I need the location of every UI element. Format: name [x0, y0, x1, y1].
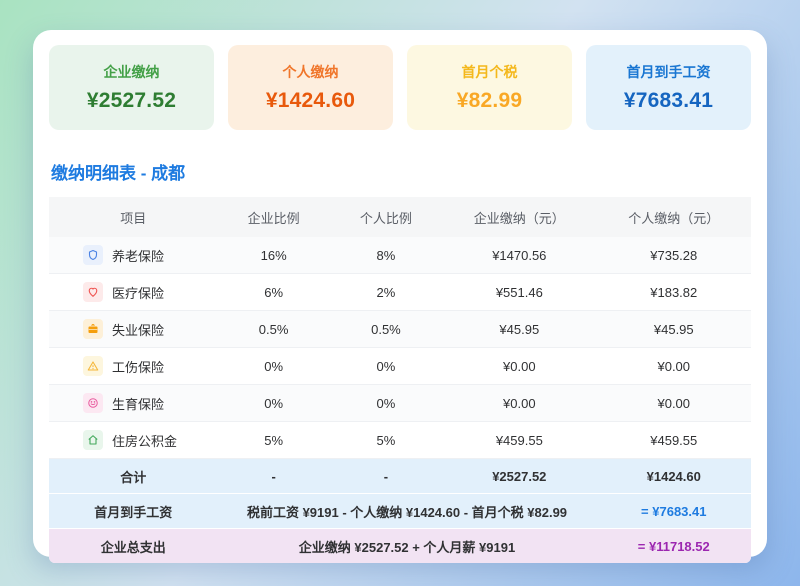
- card-label: 个人缴纳: [282, 64, 339, 80]
- total-row: 合计 - - ¥2527.52 ¥1424.60: [49, 458, 751, 494]
- table-header-row: 项目 企业比例 个人比例 企业缴纳（元） 个人缴纳（元）: [49, 197, 751, 237]
- briefcase-icon: [83, 319, 103, 339]
- corp-rate-cell: 0%: [217, 384, 330, 422]
- total-personal-amount: ¥1424.60: [596, 458, 751, 494]
- insurance-name: 生育保险: [112, 396, 165, 412]
- corp-amount-cell: ¥459.55: [442, 421, 597, 459]
- corp-amount-cell: ¥45.95: [442, 310, 597, 348]
- smiley-face-icon: [83, 393, 103, 413]
- takehome-label: 首月到手工资: [49, 493, 218, 529]
- personal-rate-cell: 8%: [329, 237, 443, 274]
- card-label: 首月个税: [461, 64, 518, 80]
- total-label: 合计: [49, 458, 218, 494]
- personal-amount-cell: ¥735.28: [596, 237, 751, 274]
- corp-rate-cell: 16%: [217, 237, 330, 274]
- expense-formula: 企业缴纳 ¥2527.52 + 个人月薪 ¥9191: [217, 528, 597, 563]
- card-label: 企业缴纳: [103, 64, 160, 80]
- heart-icon: [83, 282, 103, 302]
- personal-amount-cell: ¥183.82: [596, 273, 751, 311]
- card-personal-contribution: 个人缴纳 ¥1424.60: [228, 45, 393, 130]
- header-personal-rate: 个人比例: [329, 197, 443, 237]
- results-panel: 企业缴纳 ¥2527.52 个人缴纳 ¥1424.60 首月个税 ¥82.99 …: [33, 30, 767, 563]
- corp-rate-cell: 6%: [217, 273, 330, 311]
- card-value: ¥1424.60: [265, 89, 356, 112]
- header-corp-rate: 企业比例: [217, 197, 330, 237]
- contribution-detail-table: 项目 企业比例 个人比例 企业缴纳（元） 个人缴纳（元） 养老保险 16% 8%…: [49, 197, 751, 563]
- table-row: 医疗保险 6% 2% ¥551.46 ¥183.82: [49, 273, 751, 311]
- card-value: ¥2527.52: [86, 89, 177, 112]
- personal-amount-cell: ¥0.00: [596, 347, 751, 385]
- home-icon: [83, 430, 103, 450]
- corp-rate-cell: 5%: [217, 421, 330, 459]
- personal-rate-cell: 0%: [329, 384, 443, 422]
- card-first-month-tax: 首月个税 ¥82.99: [407, 45, 572, 130]
- personal-amount-cell: ¥459.55: [596, 421, 751, 459]
- table-row: 养老保险 16% 8% ¥1470.56 ¥735.28: [49, 237, 751, 274]
- expense-result: = ¥11718.52: [596, 528, 751, 563]
- total-personal-rate: -: [329, 458, 443, 494]
- table-row: 工伤保险 0% 0% ¥0.00 ¥0.00: [49, 347, 751, 385]
- corp-rate-cell: 0.5%: [217, 310, 330, 348]
- card-corporate-contribution: 企业缴纳 ¥2527.52: [49, 45, 214, 130]
- takehome-result: = ¥7683.41: [596, 493, 751, 529]
- expense-row: 企业总支出 企业缴纳 ¥2527.52 + 个人月薪 ¥9191 = ¥1171…: [49, 528, 751, 563]
- insurance-name: 养老保险: [112, 248, 165, 264]
- corp-amount-cell: ¥0.00: [442, 347, 597, 385]
- card-label: 首月到手工资: [626, 64, 711, 80]
- personal-rate-cell: 0.5%: [329, 310, 443, 348]
- section-title: 缴纳明细表 - 成都: [51, 164, 186, 183]
- insurance-name: 工伤保险: [112, 359, 165, 375]
- shield-icon: [83, 245, 103, 265]
- personal-amount-cell: ¥45.95: [596, 310, 751, 348]
- table-row: 失业保险 0.5% 0.5% ¥45.95 ¥45.95: [49, 310, 751, 348]
- header-personal-amount: 个人缴纳（元）: [596, 197, 751, 237]
- personal-amount-cell: ¥0.00: [596, 384, 751, 422]
- personal-rate-cell: 5%: [329, 421, 443, 459]
- insurance-name: 医疗保险: [112, 285, 165, 301]
- card-value: ¥7683.41: [623, 89, 714, 112]
- warning-triangle-icon: [83, 356, 103, 376]
- header-item: 项目: [49, 197, 218, 237]
- takehome-row: 首月到手工资 税前工资 ¥9191 - 个人缴纳 ¥1424.60 - 首月个税…: [49, 493, 751, 529]
- personal-rate-cell: 2%: [329, 273, 443, 311]
- takehome-formula: 税前工资 ¥9191 - 个人缴纳 ¥1424.60 - 首月个税 ¥82.99: [217, 493, 597, 529]
- personal-rate-cell: 0%: [329, 347, 443, 385]
- corp-rate-cell: 0%: [217, 347, 330, 385]
- insurance-name: 失业保险: [112, 322, 165, 338]
- total-corp-rate: -: [217, 458, 330, 494]
- expense-label: 企业总支出: [49, 528, 218, 563]
- corp-amount-cell: ¥0.00: [442, 384, 597, 422]
- card-first-month-takehome: 首月到手工资 ¥7683.41: [586, 45, 751, 130]
- table-row: 生育保险 0% 0% ¥0.00 ¥0.00: [49, 384, 751, 422]
- header-corp-amount: 企业缴纳（元）: [442, 197, 597, 237]
- card-value: ¥82.99: [456, 89, 523, 112]
- table-row: 住房公积金 5% 5% ¥459.55 ¥459.55: [49, 421, 751, 459]
- insurance-name: 住房公积金: [112, 433, 178, 449]
- summary-cards-row: 企业缴纳 ¥2527.52 个人缴纳 ¥1424.60 首月个税 ¥82.99 …: [49, 45, 751, 130]
- corp-amount-cell: ¥551.46: [442, 273, 597, 311]
- total-corp-amount: ¥2527.52: [442, 458, 597, 494]
- corp-amount-cell: ¥1470.56: [442, 237, 597, 274]
